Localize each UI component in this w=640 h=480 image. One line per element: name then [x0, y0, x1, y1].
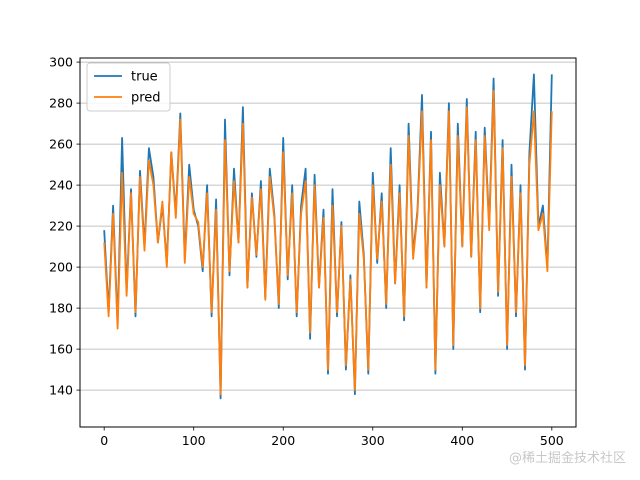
x-tick-label: 400 [450, 433, 474, 448]
y-axis-ticks: 140 160 180 200 220 240 260 280 300 [49, 55, 80, 398]
series-lines [103, 73, 553, 400]
x-tick-label: 300 [361, 433, 385, 448]
y-tick-label: 300 [49, 55, 73, 70]
axes-frame [79, 57, 577, 428]
y-tick-label: 140 [49, 383, 73, 398]
legend: true pred [86, 62, 171, 112]
series-line-pred [103, 89, 553, 396]
x-tick-label: 0 [100, 433, 108, 448]
x-tick-label: 500 [540, 433, 564, 448]
y-tick-label: 160 [49, 342, 73, 357]
legend-pred-label: pred [131, 91, 161, 106]
y-tick-label: 260 [49, 137, 73, 152]
y-tick-label: 200 [49, 260, 73, 275]
x-axis-ticks: 0 100 200 300 400 500 [100, 427, 564, 448]
y-tick-label: 280 [49, 96, 73, 111]
y-tick-label: 220 [49, 219, 73, 234]
legend-true-label: true [131, 70, 158, 85]
legend-box [86, 62, 171, 112]
x-tick-label: 100 [182, 433, 206, 448]
y-tick-label: 240 [49, 178, 73, 193]
watermark: @稀土掘金技术社区 [509, 450, 626, 466]
y-tick-label: 180 [49, 301, 73, 316]
x-tick-label: 200 [271, 433, 295, 448]
